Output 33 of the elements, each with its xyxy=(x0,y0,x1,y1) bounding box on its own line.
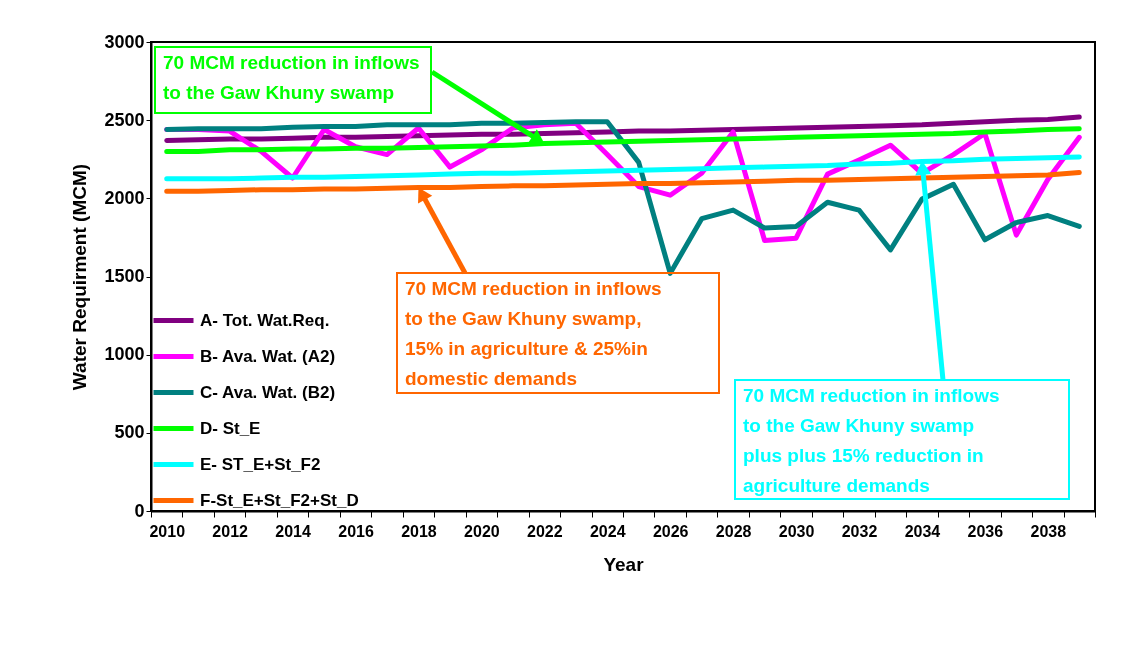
x-tick-label: 2016 xyxy=(338,522,374,540)
y-tick-label: 1500 xyxy=(104,266,145,286)
y-tick-label: 2000 xyxy=(104,187,145,208)
x-tick-label: 2014 xyxy=(275,522,311,540)
x-tick-label: 2024 xyxy=(589,522,626,540)
x-tick-label: 2032 xyxy=(841,522,878,540)
x-tick-label: 2012 xyxy=(212,522,249,540)
x-tick-label: 2022 xyxy=(527,522,563,540)
annotation: 70 MCM reduction in inflows to the Gaw Khuny swamp plus plus 15% reduction in agriculture demands xyxy=(743,385,1000,496)
x-tick-label: 2030 xyxy=(778,522,815,540)
legend-label: C- Ava. Wat. (B2) xyxy=(200,382,336,402)
y-axis-title: Water Requirment (MCM) xyxy=(69,163,91,391)
x-tick-label: 2010 xyxy=(149,522,186,540)
legend-label: A- Tot. Wat.Req. xyxy=(200,310,330,330)
y-tick-label: 3000 xyxy=(104,31,145,52)
legend-label: D- St_E xyxy=(200,418,261,438)
x-tick-label: 2020 xyxy=(464,522,500,540)
x-tick-label: 2028 xyxy=(715,522,752,540)
legend-label: F-St_E+St_F2+St_D xyxy=(200,490,359,510)
y-tick-label: 2500 xyxy=(104,109,145,130)
legend-label: E- ST_E+St_F2 xyxy=(200,454,321,474)
y-tick-label: 0 xyxy=(134,500,145,521)
x-tick-label: 2026 xyxy=(652,522,689,540)
x-tick-label: 2034 xyxy=(904,522,941,540)
legend-label: B- Ava. Wat. (A2) xyxy=(200,346,336,366)
annotation: 70 MCM reduction in inflows to the Gaw Khuny swamp xyxy=(163,52,420,103)
y-tick-label: 1000 xyxy=(104,344,145,365)
x-tick-label: 2036 xyxy=(967,522,1004,540)
x-axis-title: Year xyxy=(603,553,645,575)
y-tick-label: 500 xyxy=(114,422,145,443)
annotation: 70 MCM reduction in inflows to the Gaw Khuny swamp, 15% in agriculture & 25%in domestic demands xyxy=(405,278,662,389)
x-tick-label: 2038 xyxy=(1030,522,1067,540)
x-tick-label: 2018 xyxy=(401,522,437,540)
